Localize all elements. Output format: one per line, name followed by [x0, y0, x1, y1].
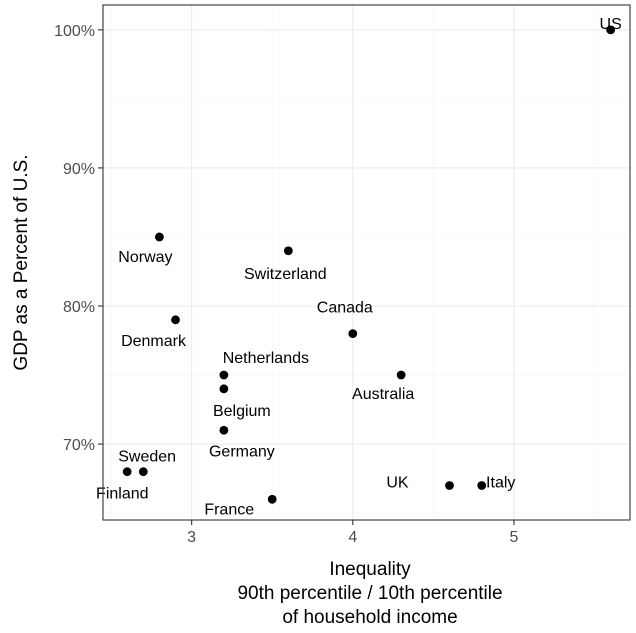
point-label: Switzerland	[244, 266, 327, 283]
data-point	[606, 25, 616, 35]
point-labels: US Norway Switzerland Denmark Canada Netherla…	[96, 16, 622, 518]
point-label: Canada	[317, 300, 373, 317]
data-point	[219, 425, 229, 435]
data-point	[283, 246, 293, 256]
point-label: Italy	[486, 474, 515, 491]
x-axis-title-line-1: Inequality	[329, 559, 411, 580]
data-point	[267, 494, 277, 504]
point-label: Germany	[209, 443, 275, 460]
x-tick-label: 4	[348, 529, 357, 546]
point-label: Australia	[352, 386, 414, 403]
point-label: Finland	[96, 486, 148, 503]
grid	[103, 5, 630, 520]
panel-border	[102, 4, 631, 521]
data-point	[171, 315, 180, 325]
point-label: Sweden	[118, 449, 176, 466]
y-tick-label: 100%	[54, 23, 95, 40]
x-tick-label: 3	[187, 529, 196, 546]
data-point	[477, 481, 487, 490]
data-point	[155, 232, 164, 242]
y-axis-title: GDP as a Percent of U.S.	[11, 154, 32, 370]
point-label: Norway	[118, 249, 172, 266]
data-point	[138, 467, 148, 477]
point-label: France	[204, 501, 254, 518]
x-tick-label: 5	[510, 529, 519, 546]
point-label: UK	[386, 474, 409, 491]
point-label: Denmark	[121, 333, 187, 350]
data-point	[219, 370, 229, 380]
y-tick-label: 90%	[63, 161, 95, 178]
axes: 3 4 5 70% 80% 90% 100%	[54, 23, 518, 546]
point-label: Belgium	[213, 403, 271, 420]
data-point	[219, 384, 229, 394]
data-point	[445, 481, 454, 490]
x-axis-title-line-3: of household income	[282, 607, 457, 628]
data-point	[122, 467, 132, 477]
data-point	[396, 370, 406, 380]
data-points	[122, 25, 616, 504]
y-tick-label: 70%	[63, 437, 95, 454]
y-tick-label: 80%	[63, 299, 95, 316]
point-label: US	[600, 16, 622, 33]
data-point	[348, 329, 358, 339]
x-axis-title-line-2: 90th percentile / 10th percentile	[237, 583, 502, 604]
point-label: Netherlands	[223, 350, 309, 367]
